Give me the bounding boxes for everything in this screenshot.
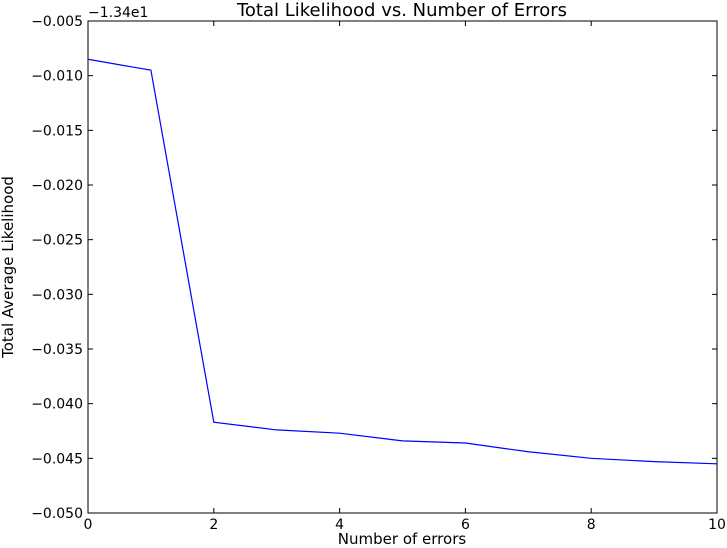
x-tick-label: 2: [209, 517, 218, 533]
plot-frame: [87, 20, 718, 514]
x-tick-label: 0: [84, 517, 93, 533]
y-axis-label: Total Average Likelihood: [0, 176, 17, 359]
chart-title: Total Likelihood vs. Number of Errors: [236, 0, 567, 21]
y-tick-label: −0.030: [31, 287, 83, 303]
x-tick-label: 6: [461, 517, 470, 533]
y-tick-label: −0.010: [31, 69, 83, 85]
y-tick-label: −0.050: [31, 506, 83, 522]
series-line: [87, 58, 718, 465]
y-tick-label: −0.005: [31, 14, 83, 30]
series-layer: [87, 58, 718, 465]
y-tick-label: −0.045: [31, 451, 83, 467]
ticks: 0 2 4 6 8 10 −0.005 −0.010 −0.015 −0.020 −0.025 −0.…: [31, 14, 726, 533]
y-axis-offset-label: −1.34e1: [88, 5, 148, 21]
y-tick-label: −0.020: [31, 178, 83, 194]
y-tick-label: −0.035: [31, 342, 83, 358]
x-tick-label: 10: [708, 517, 726, 533]
y-tick-label: −0.015: [31, 123, 83, 139]
x-tick-label: 8: [587, 517, 596, 533]
x-tick-label: 4: [335, 517, 344, 533]
y-tick-label: −0.040: [31, 397, 83, 413]
x-axis-label: Number of errors: [338, 530, 467, 548]
y-tick-label: −0.025: [31, 233, 83, 249]
